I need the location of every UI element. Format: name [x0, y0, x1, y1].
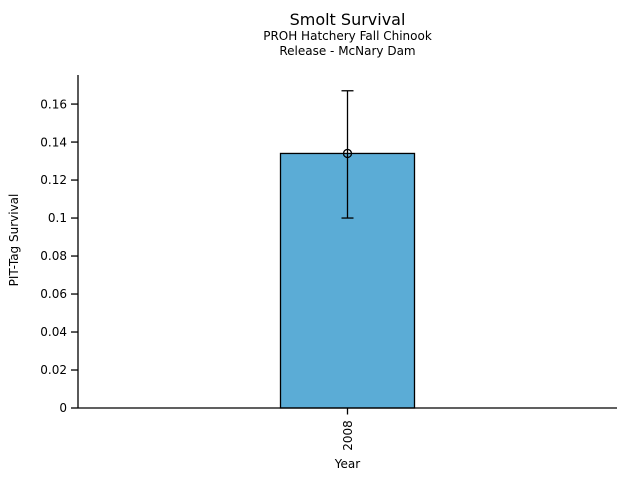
- y-tick-label: 0.1: [48, 211, 67, 225]
- chart-subtitle-line-1: PROH Hatchery Fall Chinook: [263, 29, 432, 43]
- y-tick-label: 0.14: [40, 135, 67, 149]
- x-tick-label: 2008: [341, 420, 355, 451]
- chart-subtitle-line-2: Release - McNary Dam: [279, 44, 416, 58]
- x-axis-label: Year: [334, 457, 361, 471]
- y-tick-label: 0.06: [40, 287, 67, 301]
- y-tick-label: 0.02: [40, 363, 67, 377]
- y-tick-label: 0.08: [40, 249, 67, 263]
- y-tick-label: 0: [59, 401, 67, 415]
- y-tick-label: 0.12: [40, 173, 67, 187]
- point-marker: [342, 148, 353, 159]
- y-tick-label: 0.16: [40, 97, 67, 111]
- chart-title: Smolt Survival: [289, 10, 406, 29]
- y-tick-label: 0.04: [40, 325, 67, 339]
